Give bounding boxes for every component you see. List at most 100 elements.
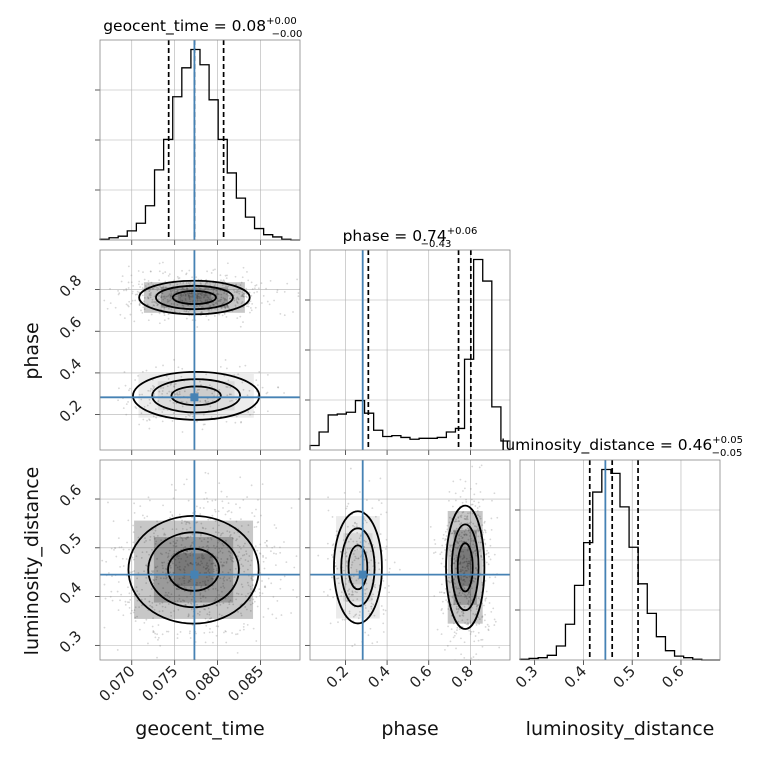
sample-point bbox=[463, 556, 466, 559]
sample-point bbox=[164, 533, 167, 536]
sample-point bbox=[152, 387, 155, 390]
sample-point bbox=[466, 527, 469, 530]
sample-point bbox=[191, 516, 193, 519]
sample-point bbox=[242, 388, 245, 391]
sample-point bbox=[127, 281, 130, 284]
sample-point bbox=[240, 614, 243, 617]
sample-point bbox=[467, 622, 470, 625]
sample-point bbox=[195, 584, 198, 586]
sample-point bbox=[217, 293, 220, 296]
sample-point bbox=[262, 554, 264, 557]
sample-point bbox=[467, 591, 470, 594]
sample-point bbox=[460, 577, 463, 579]
sample-point bbox=[466, 522, 469, 525]
sample-point bbox=[468, 665, 470, 667]
sample-point bbox=[152, 571, 154, 574]
sample-point bbox=[246, 581, 249, 584]
sample-point bbox=[173, 295, 176, 298]
sample-point bbox=[355, 579, 358, 582]
sample-point bbox=[169, 542, 172, 544]
sample-point bbox=[253, 287, 256, 290]
sample-point bbox=[272, 595, 275, 598]
sample-point bbox=[173, 392, 176, 395]
sample-point bbox=[229, 558, 232, 561]
sample-point bbox=[371, 642, 374, 645]
sample-point bbox=[461, 699, 463, 701]
sample-point bbox=[254, 306, 257, 309]
sample-point bbox=[191, 301, 194, 304]
sample-point bbox=[205, 567, 208, 570]
sample-point bbox=[203, 557, 205, 559]
sample-point bbox=[243, 554, 246, 556]
sample-point bbox=[238, 535, 241, 538]
title-prefix: luminosity_distance = bbox=[501, 436, 678, 455]
sample-point bbox=[141, 370, 144, 373]
sample-point bbox=[378, 568, 381, 571]
sample-point bbox=[477, 541, 480, 544]
y-tick-label: 0.5 bbox=[56, 529, 86, 559]
sample-point bbox=[259, 543, 262, 546]
sample-point bbox=[484, 579, 487, 582]
sample-point bbox=[393, 561, 396, 564]
sample-point bbox=[204, 287, 207, 290]
sample-point bbox=[484, 613, 486, 616]
sample-point bbox=[454, 582, 456, 585]
sample-point bbox=[352, 524, 354, 527]
sample-point bbox=[176, 392, 178, 394]
sample-point bbox=[162, 567, 164, 570]
sample-point bbox=[200, 560, 202, 563]
sample-point bbox=[336, 567, 339, 570]
sample-point bbox=[211, 514, 214, 517]
sample-point bbox=[175, 542, 178, 544]
sample-point bbox=[465, 576, 468, 579]
sample-point bbox=[339, 550, 342, 553]
sample-point bbox=[153, 301, 155, 303]
sample-point bbox=[363, 539, 366, 542]
sample-point bbox=[352, 540, 355, 543]
sample-point bbox=[480, 541, 482, 544]
sample-point bbox=[365, 587, 368, 590]
sample-point bbox=[470, 503, 473, 506]
sample-point bbox=[256, 290, 258, 293]
sample-point bbox=[212, 588, 215, 590]
sample-point bbox=[468, 529, 470, 531]
sample-point bbox=[179, 631, 182, 633]
sample-point bbox=[343, 491, 346, 494]
sample-point bbox=[161, 392, 164, 395]
sample-point bbox=[262, 294, 265, 297]
sample-point bbox=[277, 386, 279, 388]
sample-point bbox=[462, 550, 465, 553]
sample-point bbox=[454, 575, 457, 578]
sample-point bbox=[211, 499, 214, 502]
sample-point bbox=[181, 527, 184, 530]
sample-point bbox=[468, 575, 471, 578]
sample-point bbox=[481, 615, 484, 618]
sample-point bbox=[204, 527, 207, 530]
sample-point bbox=[465, 557, 468, 560]
sample-point bbox=[351, 593, 354, 596]
sample-point bbox=[202, 507, 205, 509]
sample-point bbox=[335, 530, 338, 533]
sample-point bbox=[246, 623, 249, 626]
sample-point bbox=[285, 561, 288, 564]
sample-point bbox=[174, 600, 177, 603]
sample-point bbox=[474, 567, 477, 570]
density-panel bbox=[100, 250, 300, 450]
sample-point bbox=[222, 544, 225, 547]
sample-point bbox=[180, 557, 183, 560]
sample-point bbox=[478, 505, 481, 508]
sample-point bbox=[191, 288, 194, 291]
sample-point bbox=[209, 284, 212, 287]
title-lower: −0.43 bbox=[421, 239, 452, 250]
sample-point bbox=[120, 280, 123, 283]
sample-point bbox=[256, 384, 259, 387]
sample-point bbox=[242, 295, 245, 298]
sample-point bbox=[469, 531, 471, 534]
sample-point bbox=[257, 521, 260, 523]
sample-point bbox=[224, 306, 227, 309]
sample-point bbox=[228, 550, 231, 553]
sample-point bbox=[202, 595, 205, 598]
sample-point bbox=[199, 292, 202, 295]
sample-point bbox=[455, 607, 458, 610]
sample-point bbox=[158, 322, 161, 325]
